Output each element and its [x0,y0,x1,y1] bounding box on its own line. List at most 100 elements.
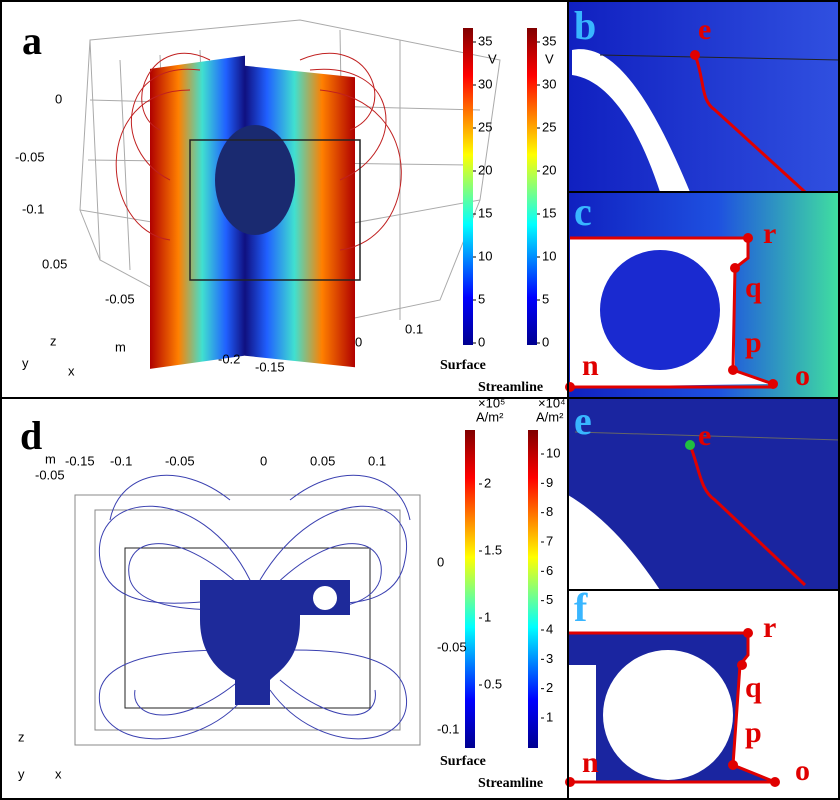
panel-a: a m V V Surface Streamline [0,0,568,398]
axis-letter: x [68,363,75,378]
point [690,50,700,60]
colorbar [463,28,473,345]
axis-letter: x [55,766,62,781]
axis-tick-label: -0.05 [35,467,65,482]
colorbar-tick-label: 1.5 [484,542,502,557]
colorbar-tick-label: 1 [546,709,553,724]
panel-b: b e [568,0,840,194]
colorbar-tick-label: 0 [542,334,549,349]
axis-tick-label: -0.1 [110,453,132,468]
point-label: o [795,359,810,392]
colorbar-unit: V [545,51,554,66]
axis-letter: y [18,766,25,781]
point-label: r [763,217,776,250]
core [200,580,300,705]
colorbar-tick-label: 0 [478,334,485,349]
colorbar-tick-label: 20 [478,162,492,177]
colorbar-tick-label: 5 [546,592,553,607]
colorbar-tick-label: 0.5 [484,676,502,691]
axis-tick-label: -0.05 [165,453,195,468]
caption: Streamline [478,776,543,791]
colorbar-tick-label: 35 [542,33,556,48]
colorbar-tick-label: 25 [542,119,556,134]
panel-label: d [20,413,42,458]
point-label: p [745,716,762,749]
panel-c: c r q p n o [565,189,840,398]
colorbar-tick-label: 20 [542,162,556,177]
wireframe [74,494,421,746]
axis-tick-label: 0.1 [368,453,386,468]
colorbar [527,28,537,345]
axis-tick-label: -0.2 [218,351,240,366]
gap [568,495,660,590]
colorbar-tick-label: 1 [484,609,491,624]
axis-tick-label: 0 [55,91,62,106]
point-label: q [745,671,762,704]
colorbar [465,430,475,748]
axis-tick-label: -0.1 [437,721,459,736]
colorbar-tick-label: 10 [478,248,492,263]
axis-tick-label: 0 [260,453,267,468]
conductor [600,250,720,370]
colorbar-tick-label: 6 [546,563,553,578]
colorbar-tick-label: 10 [542,248,556,263]
streamlines [115,52,402,251]
axis-tick-label: -0.15 [255,359,285,374]
point-label: n [582,746,599,779]
point-label: n [582,349,599,382]
colorbar-tick-label: 7 [546,533,553,548]
axis-letter: y [22,355,29,370]
colorbar-tick-label: 30 [542,76,556,91]
axis-tick-label: 0.1 [405,321,423,336]
panel-label: a [22,18,42,63]
axis-unit: m [115,339,126,354]
axis-tick-label: 0 [437,554,444,569]
point-label: o [795,754,810,787]
colorbar-tick-label: 5 [478,291,485,306]
colorbar-tick-label: 9 [546,475,553,490]
point-label: q [745,271,762,304]
axis-tick-label: -0.05 [15,149,45,164]
point-label: p [745,326,762,359]
colorbar-tick-label: 2 [484,475,491,490]
colorbar-tick-label: 8 [546,504,553,519]
colorbar-tick-label: 10 [546,445,560,460]
panel-f: f r q p n o [565,585,840,800]
colorbar-tick-label: 35 [478,33,492,48]
panel-label: b [574,3,596,48]
axis-unit: m [45,451,56,466]
point-label: e [698,419,711,452]
edge [599,54,840,61]
box-outline [189,139,361,281]
point [685,440,695,450]
colorbar-unit: A/m² [536,409,564,424]
streamline [688,444,807,587]
panel-label: e [574,398,592,443]
surface [150,55,245,369]
streamline [568,631,776,784]
panel-e: e e [568,398,840,590]
colorbar-tick-label: 3 [546,651,553,666]
caption: Surface [440,358,486,373]
panel-d: d m ×10⁵ A/m² ×10⁴ A/m² Surface Streamli… [0,395,568,800]
conductor [603,650,733,780]
caption: Streamline [478,380,543,395]
axis-tick-label: -0.1 [22,201,44,216]
colorbar-tick-label: 25 [478,119,492,134]
colorbar-tick-label: 5 [542,291,549,306]
streamline [570,236,774,389]
gap [568,665,596,782]
panel-label: c [574,189,592,234]
colorbar-multiplier: ×10⁴ [538,395,566,410]
edge [574,431,840,441]
gap [572,49,690,193]
colorbar [528,430,538,748]
panel-label: f [574,585,588,630]
colorbar-tick-label: 15 [542,205,556,220]
point-label: e [698,13,711,46]
axis-tick-label: 0 [355,334,362,349]
streamline [693,54,807,194]
point-label: r [763,611,776,644]
gap [313,586,337,610]
axis-tick-label: 0.05 [42,256,67,271]
